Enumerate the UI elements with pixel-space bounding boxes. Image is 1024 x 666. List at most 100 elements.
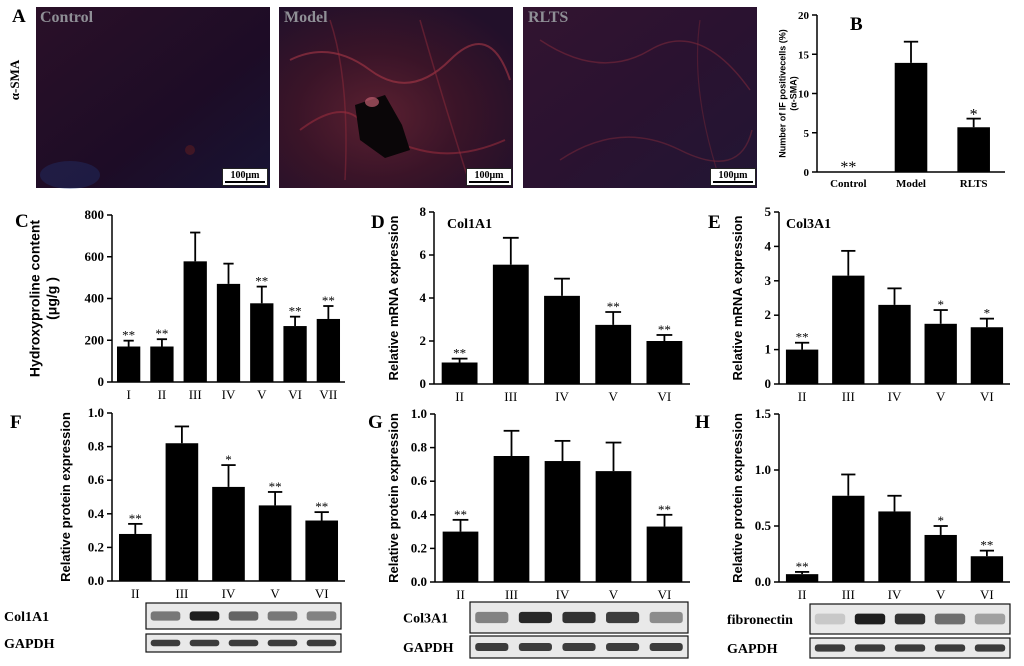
- scale-bar-control: 100μm: [222, 168, 268, 186]
- bar: [305, 520, 339, 581]
- panel-letter: G: [368, 412, 383, 433]
- bar: [116, 346, 141, 382]
- panel-letter-a: A: [12, 6, 26, 27]
- y-tick-label: 1: [765, 342, 772, 357]
- y-tick-label: 0.5: [755, 518, 772, 533]
- x-tick-label: IV: [222, 586, 236, 601]
- bar: [878, 304, 911, 384]
- y-tick-label: 20: [798, 10, 810, 22]
- row-label-alpha-sma: α-SMA: [7, 59, 22, 100]
- y-axis-label: Relative mRNA expression: [730, 215, 745, 380]
- bar: [118, 533, 152, 581]
- x-tick-label: III: [504, 389, 517, 404]
- panel-letter: B: [850, 14, 863, 35]
- scale-bar-rlts: 100μm: [710, 168, 756, 186]
- y-tick-label: 2: [420, 333, 427, 348]
- blot-band: [267, 611, 298, 621]
- bar: [785, 574, 819, 582]
- significance-marker: **: [796, 559, 809, 574]
- y-tick-label: 0.2: [88, 539, 104, 554]
- micrograph-label-control: Control: [40, 9, 94, 26]
- x-tick-label: VI: [980, 587, 994, 602]
- y-tick-label: 15: [798, 49, 810, 61]
- significance-marker: **: [322, 293, 335, 308]
- x-tick-label: II: [131, 586, 140, 601]
- x-tick-label: V: [609, 389, 619, 404]
- y-tick-label: 0.4: [88, 506, 105, 521]
- y-tick-label: 400: [85, 291, 105, 306]
- y-tick-label: 0.0: [88, 573, 104, 588]
- bar: [212, 486, 245, 581]
- x-tick-label: III: [505, 587, 518, 602]
- significance-marker: **: [980, 538, 993, 553]
- bar: [785, 349, 819, 384]
- blot-band: [814, 613, 846, 625]
- significance-marker: **: [453, 346, 466, 361]
- y-tick-label: 5: [765, 204, 772, 219]
- x-tick-label: V: [257, 387, 267, 402]
- blot-band: [562, 611, 596, 624]
- bar: [250, 303, 274, 382]
- western-blot-g: Col3A1 GAPDH: [403, 601, 689, 659]
- x-tick-label: Control: [830, 178, 866, 190]
- significance-marker: **: [796, 330, 809, 345]
- bar: [878, 511, 911, 582]
- blot-band: [267, 639, 298, 647]
- blot-label-target: Col3A1: [403, 612, 448, 627]
- blot-band: [518, 643, 552, 651]
- scale-bar-label: 100μm: [718, 170, 748, 181]
- blot-band: [306, 639, 337, 647]
- x-tick-label: IV: [888, 389, 902, 404]
- y-tick-label: 200: [85, 332, 105, 347]
- chart-panel-c: C 0 200 400 600 800 Hydroxyproline content(μg/…: [15, 207, 345, 402]
- x-tick-label: IV: [888, 587, 902, 602]
- bar: [832, 275, 865, 384]
- significance-marker: **: [658, 502, 671, 517]
- panel-letter: H: [695, 412, 710, 433]
- x-tick-label: III: [842, 587, 855, 602]
- x-tick-label: I: [126, 387, 130, 402]
- x-tick-label: III: [189, 387, 202, 402]
- y-tick-label: 0.6: [88, 472, 105, 487]
- y-tick-label: 3: [765, 273, 772, 288]
- blot-band: [606, 643, 640, 651]
- blot-label-loading: GAPDH: [403, 641, 454, 656]
- blot-band: [974, 613, 1006, 625]
- y-tick-label: 8: [420, 204, 427, 219]
- bar: [924, 323, 957, 384]
- y-axis-label: Relative protein expression: [730, 413, 745, 583]
- blot-label-target: Col1A1: [4, 610, 49, 625]
- blot-band: [150, 639, 181, 647]
- x-tick-label: III: [175, 586, 188, 601]
- x-tick-label: VI: [658, 587, 672, 602]
- significance-marker: **: [122, 328, 135, 343]
- bar: [492, 264, 529, 384]
- y-tick-label: 6: [420, 247, 427, 262]
- y-tick-label: 1.0: [755, 462, 771, 477]
- significance-marker: **: [454, 507, 467, 522]
- bar: [216, 283, 241, 382]
- micrograph-label-rlts: RLTS: [528, 9, 569, 26]
- significance-marker: *: [225, 452, 232, 467]
- micrograph-label-model: Model: [284, 9, 328, 26]
- significance-marker: **: [129, 511, 142, 526]
- x-tick-label: Model: [896, 178, 926, 190]
- bar: [316, 318, 341, 382]
- significance-marker: **: [658, 322, 671, 337]
- x-tick-label: VI: [980, 389, 994, 404]
- blot-band: [150, 611, 181, 621]
- x-tick-label: III: [842, 389, 855, 404]
- bar: [544, 461, 581, 582]
- chart-title: Col1A1: [447, 217, 492, 232]
- x-tick-label: IV: [555, 389, 569, 404]
- y-tick-label: 4: [765, 238, 772, 253]
- blot-label-target: fibronectin: [727, 613, 793, 628]
- y-tick-label: 1.5: [755, 406, 772, 421]
- chart-panel-d: D 0 2 4 6 8 Relative mRNA expression Col1A1 ** II…: [371, 204, 690, 404]
- x-tick-label: II: [798, 587, 807, 602]
- blot-band: [854, 644, 886, 652]
- y-axis-label: Relative protein expression: [386, 413, 401, 583]
- blot-band: [649, 643, 683, 651]
- bar: [283, 326, 307, 382]
- panel-letter: D: [371, 212, 385, 233]
